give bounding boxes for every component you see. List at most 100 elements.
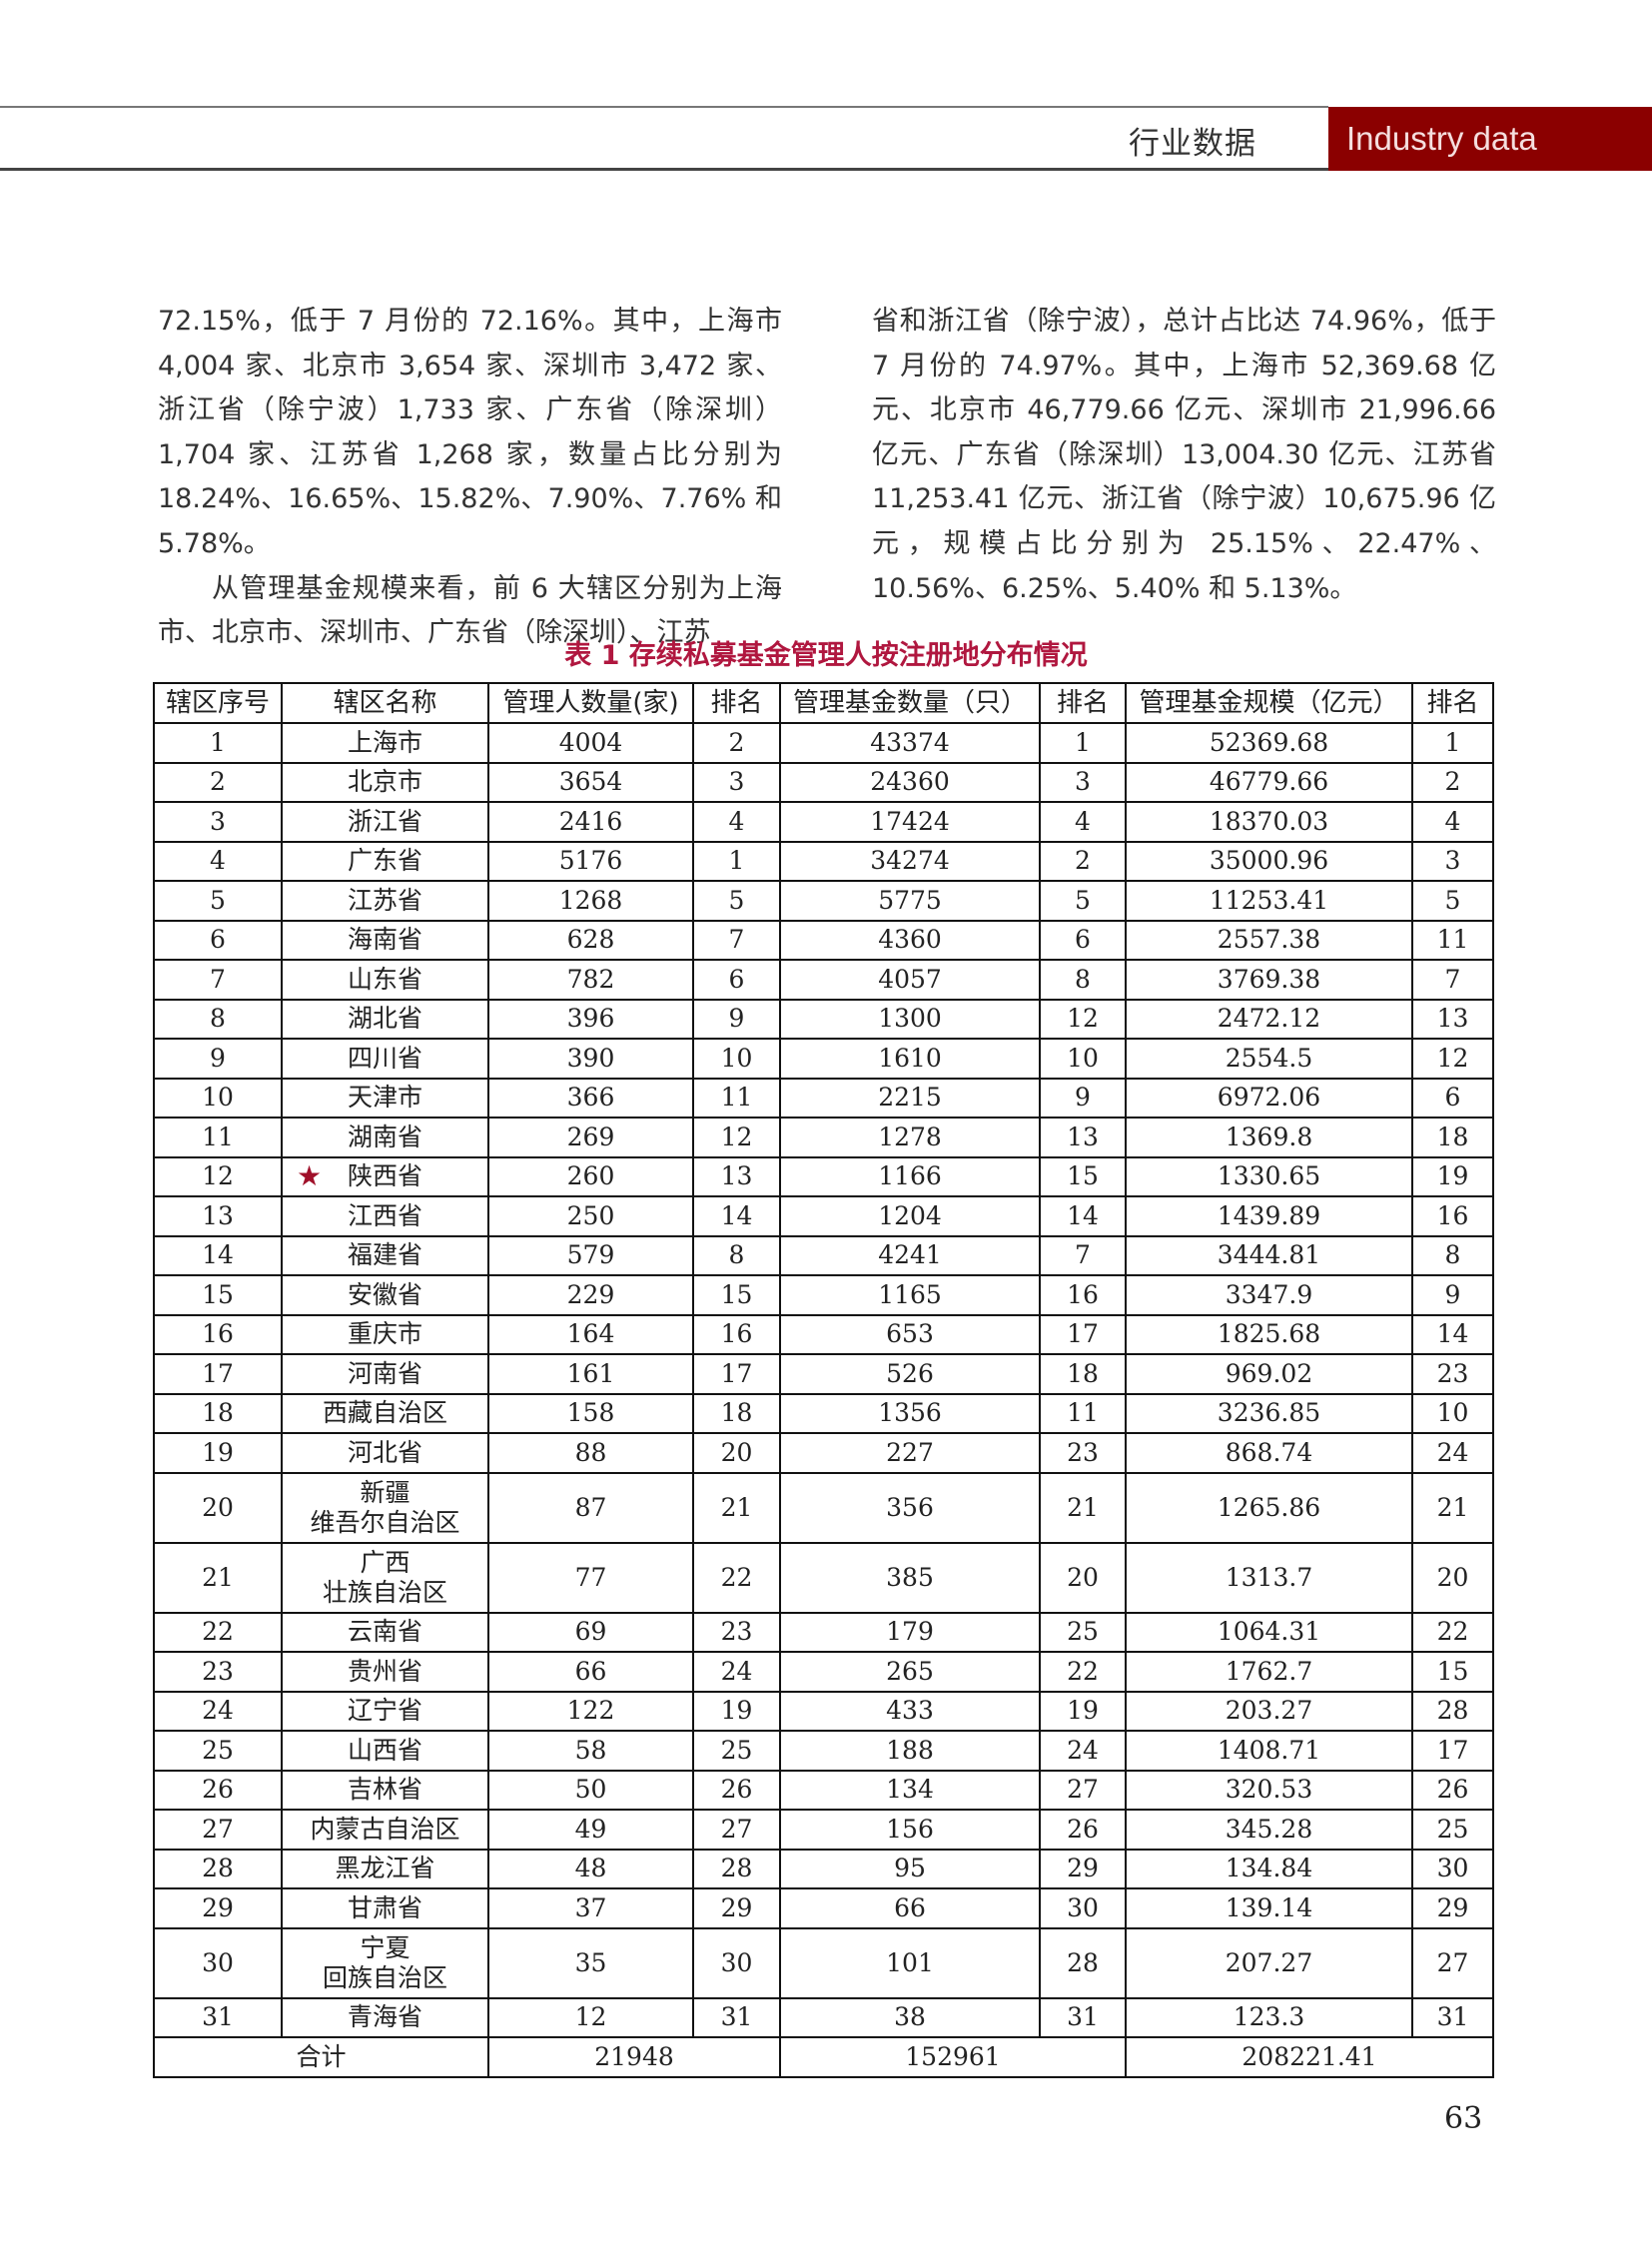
region-name-cell: 宁夏 回族自治区 — [281, 1926, 489, 1999]
table-cell: 179 — [779, 1611, 1041, 1653]
region-name-cell: 山西省 — [281, 1730, 489, 1772]
table-cell: 28 — [1411, 1690, 1494, 1732]
table-cell: 18 — [1411, 1117, 1494, 1158]
table-row: 3 浙江省 2416 4 17424 4 18370.03 4 — [153, 801, 1494, 843]
table-cell: 6972.06 — [1125, 1077, 1413, 1119]
header-top-rule — [0, 106, 1328, 108]
table-cell: 17 — [1411, 1730, 1494, 1772]
region-name-line: 宁夏 — [360, 1932, 411, 1962]
table-cell: 52369.68 — [1125, 722, 1413, 764]
table-cell: 9 — [1411, 1274, 1494, 1316]
table-cell: 25 — [1411, 1809, 1494, 1851]
table-row: 25 山西省 58 25 188 24 1408.71 17 — [153, 1730, 1494, 1772]
table-row: 6 海南省 628 7 4360 6 2557.38 11 — [153, 919, 1494, 961]
table-cell: 123.3 — [1125, 1996, 1413, 2038]
region-name-line: 四川省 — [347, 1043, 422, 1073]
region-name-line: 内蒙古自治区 — [310, 1814, 460, 1844]
column-header: 管理人数量(家) — [487, 682, 694, 724]
table-cell: 27 — [153, 1809, 283, 1851]
table-cell: 11 — [1039, 1392, 1127, 1434]
table-cell: 29 — [1411, 1887, 1494, 1929]
region-name-line: 辽宁省 — [347, 1696, 422, 1726]
table-cell: 1278 — [779, 1117, 1041, 1158]
table-cell: 782 — [487, 959, 694, 1001]
table-cell: 1610 — [779, 1038, 1041, 1080]
region-name-cell: 黑龙江省 — [281, 1848, 489, 1889]
region-name-line: 上海市 — [347, 727, 422, 757]
table-cell: 28 — [153, 1848, 283, 1889]
table-cell: 2557.38 — [1125, 919, 1413, 961]
table-cell: 3236.85 — [1125, 1392, 1413, 1434]
table-row: 4 广东省 5176 1 34274 2 35000.96 3 — [153, 840, 1494, 882]
table-cell: 260 — [487, 1155, 694, 1197]
column-header: 排名 — [692, 682, 781, 724]
table-cell: 12 — [487, 1996, 694, 2038]
table-cell: 526 — [779, 1353, 1041, 1395]
table-cell: 366 — [487, 1077, 694, 1119]
table-cell: 433 — [779, 1690, 1041, 1732]
table-cell: 5 — [153, 880, 283, 922]
table-cell: 8 — [692, 1234, 781, 1276]
table-cell: 1 — [1411, 722, 1494, 764]
column-header: 排名 — [1039, 682, 1127, 724]
table-cell: 164 — [487, 1313, 694, 1355]
table-cell: 16 — [1039, 1274, 1127, 1316]
table-cell: 6 — [1411, 1077, 1494, 1119]
table-row: 5 江苏省 1268 5 5775 5 11253.41 5 — [153, 880, 1494, 922]
region-name-cell: 安徽省 — [281, 1274, 489, 1316]
table-cell: 5 — [1039, 880, 1127, 922]
table-cell: 4 — [153, 840, 283, 882]
table-cell: 207.27 — [1125, 1926, 1413, 1999]
region-name-line: 江西省 — [347, 1200, 422, 1230]
region-name-cell: 云南省 — [281, 1611, 489, 1653]
region-name-cell: 重庆市 — [281, 1313, 489, 1355]
table-cell: 27 — [1411, 1926, 1494, 1999]
table-cell: 31 — [1411, 1996, 1494, 2038]
region-name-line: 陕西省 — [347, 1161, 422, 1191]
region-name-cell: 北京市 — [281, 761, 489, 803]
table-cell: 5775 — [779, 880, 1041, 922]
table-cell: 66 — [487, 1651, 694, 1693]
region-name-cell: 广西 壮族自治区 — [281, 1541, 489, 1614]
table-cell: 356 — [779, 1471, 1041, 1544]
table-caption: 表 1 存续私募基金管理人按注册地分布情况 — [564, 640, 1088, 671]
table-cell: 250 — [487, 1195, 694, 1237]
table-cell: 10 — [1039, 1038, 1127, 1080]
table-cell: 1408.71 — [1125, 1730, 1413, 1772]
table-cell: 15 — [1411, 1651, 1494, 1693]
table-cell: 11 — [153, 1117, 283, 1158]
table-row: 12 ★ 陕西省 260 13 1166 15 1330.65 19 — [153, 1155, 1494, 1197]
table-cell: 156 — [779, 1809, 1041, 1851]
table-cell: 1313.7 — [1125, 1541, 1413, 1614]
table-cell: 29 — [1039, 1848, 1127, 1889]
table-cell: 1265.86 — [1125, 1471, 1413, 1544]
table-cell: 12 — [1039, 998, 1127, 1040]
table-row: 1 上海市 4004 2 43374 1 52369.68 1 — [153, 722, 1494, 764]
table-cell: 28 — [692, 1848, 781, 1889]
region-name-cell: 四川省 — [281, 1038, 489, 1080]
table-cell: 4004 — [487, 722, 694, 764]
table-cell: 22 — [692, 1541, 781, 1614]
table-cell: 2 — [1039, 840, 1127, 882]
table-cell: 18 — [1039, 1353, 1127, 1395]
table-cell: 4 — [1039, 801, 1127, 843]
table-row: 11 湖南省 269 12 1278 13 1369.8 18 — [153, 1117, 1494, 1158]
table-cell: 12 — [692, 1117, 781, 1158]
table-cell: 3444.81 — [1125, 1234, 1413, 1276]
table-cell: 21 — [1039, 1471, 1127, 1544]
column-header: 辖区序号 — [153, 682, 283, 724]
region-name-line: 广西 — [360, 1547, 411, 1577]
table-cell: 10 — [692, 1038, 781, 1080]
table-cell: 25 — [1039, 1611, 1127, 1653]
table-row: 26 吉林省 50 26 134 27 320.53 26 — [153, 1769, 1494, 1811]
table-cell: 4 — [1411, 801, 1494, 843]
table-cell: 1330.65 — [1125, 1155, 1413, 1197]
paragraph: 从管理基金规模来看，前 6 大辖区分别为上海市、北京市、深圳市、广东省（除深圳）… — [158, 572, 782, 649]
region-name-line: 维吾尔自治区 — [310, 1507, 460, 1537]
table-cell: 27 — [692, 1809, 781, 1851]
table-row: 21 广西 壮族自治区 77 22 385 20 1313.7 20 — [153, 1541, 1494, 1614]
table-cell: 21 — [1411, 1471, 1494, 1544]
table-row: 10 天津市 366 11 2215 9 6972.06 6 — [153, 1077, 1494, 1119]
region-name-line: 贵州省 — [347, 1656, 422, 1686]
table-cell: 69 — [487, 1611, 694, 1653]
